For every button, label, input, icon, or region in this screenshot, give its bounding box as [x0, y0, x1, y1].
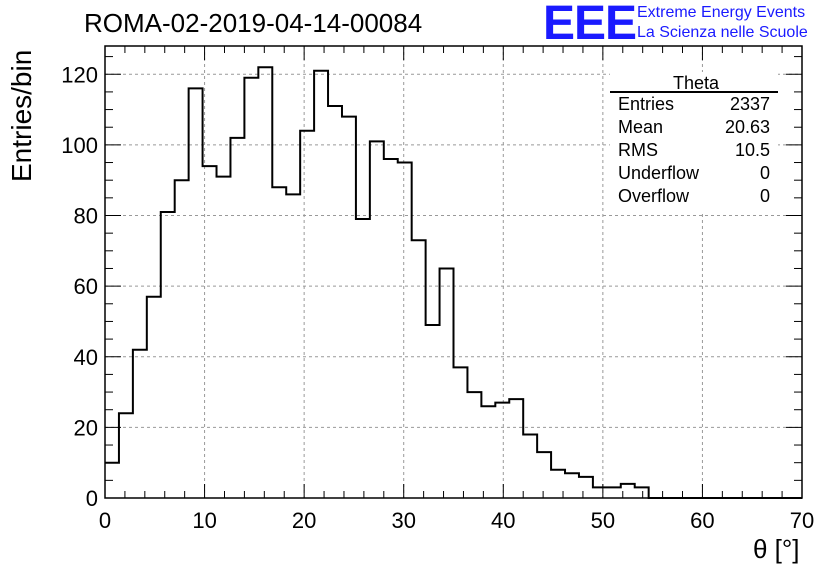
stats-row-label: Entries [618, 94, 674, 114]
stats-row-label: Underflow [618, 163, 700, 183]
stats-box-title: Theta [673, 73, 720, 93]
chart-title: ROMA-02-2019-04-14-00084 [84, 8, 423, 38]
histogram-bin [328, 106, 342, 498]
histogram-bin [217, 177, 231, 498]
histogram-bin [342, 117, 356, 498]
histogram-bin [607, 487, 621, 498]
x-tick-label: 70 [790, 508, 814, 533]
x-tick-label: 60 [690, 508, 714, 533]
histogram-bin [147, 297, 161, 498]
stats-row-value: 0 [760, 163, 770, 183]
histogram-bin [175, 180, 189, 498]
histogram-bin [314, 71, 328, 498]
plot-frame [104, 45, 803, 499]
histogram-bin [398, 163, 412, 498]
histogram-bin [481, 406, 495, 498]
histogram-bin [384, 159, 398, 498]
histogram-bin [300, 131, 314, 498]
histogram-bin [189, 88, 203, 498]
stats-row-value: 2337 [730, 94, 770, 114]
histogram-series [105, 66, 802, 499]
histogram-bin [133, 350, 147, 498]
y-tick-label: 80 [74, 204, 98, 229]
histogram-bin [272, 187, 286, 498]
logo-line-2: La Scienza nelle Scuole [637, 24, 808, 41]
stats-row-value: 0 [760, 186, 770, 206]
x-tick-label: 10 [192, 508, 216, 533]
histogram-bin [356, 219, 370, 498]
y-axis-label: Entries/bin [6, 49, 37, 182]
histogram-bin [579, 477, 593, 498]
histogram-bin [161, 212, 175, 498]
x-tick-label: 20 [292, 508, 316, 533]
histogram-bin [509, 399, 523, 498]
y-tick-label: 60 [74, 274, 98, 299]
y-tick-label: 40 [74, 345, 98, 370]
histogram-bin [467, 392, 481, 498]
y-tick-label: 120 [61, 62, 98, 87]
histogram-bin [523, 434, 537, 498]
y-tick-label: 100 [61, 133, 98, 158]
x-tick-label: 50 [591, 508, 615, 533]
histogram-bin [593, 487, 607, 498]
histogram-bin [258, 67, 272, 498]
stats-box: Theta Entries 2337 Mean 20.63 RMS 10.5 Underfl… [610, 72, 778, 214]
x-tick-label: 30 [391, 508, 415, 533]
y-tick-label: 20 [74, 415, 98, 440]
histogram-bin [495, 403, 509, 498]
histogram-bin [286, 194, 300, 498]
histogram-bin [440, 268, 454, 498]
stats-row-value: 20.63 [725, 117, 770, 137]
stats-row-label: Mean [618, 117, 663, 137]
logo-line-1: Extreme Energy Events [637, 4, 806, 21]
tick-labels: 0 10 20 30 40 50 60 70 0 20 40 60 80 100 120 [61, 62, 814, 533]
histogram-bin [230, 138, 244, 498]
histogram-bin [244, 78, 258, 498]
stats-row-label: Overflow [618, 186, 690, 206]
stats-row-value: 10.5 [735, 140, 770, 160]
x-tick-label: 40 [491, 508, 515, 533]
histogram-bin [454, 367, 468, 498]
histogram-bin [537, 452, 551, 498]
histogram-bin [426, 325, 440, 498]
x-tick-label: 0 [99, 508, 111, 533]
histogram-bin [119, 413, 133, 498]
histogram-bin [635, 487, 649, 498]
stats-box-background [610, 72, 778, 214]
stats-row-label: RMS [618, 140, 658, 160]
axis-ticks [104, 46, 803, 499]
eee-logo: EEE [543, 0, 637, 50]
histogram-bin [565, 473, 579, 498]
histogram-bin [412, 240, 426, 498]
y-tick-label: 0 [86, 486, 98, 511]
histogram-bins [105, 67, 649, 498]
histogram-bin [370, 141, 384, 498]
x-axis-label: θ [°] [753, 534, 800, 564]
